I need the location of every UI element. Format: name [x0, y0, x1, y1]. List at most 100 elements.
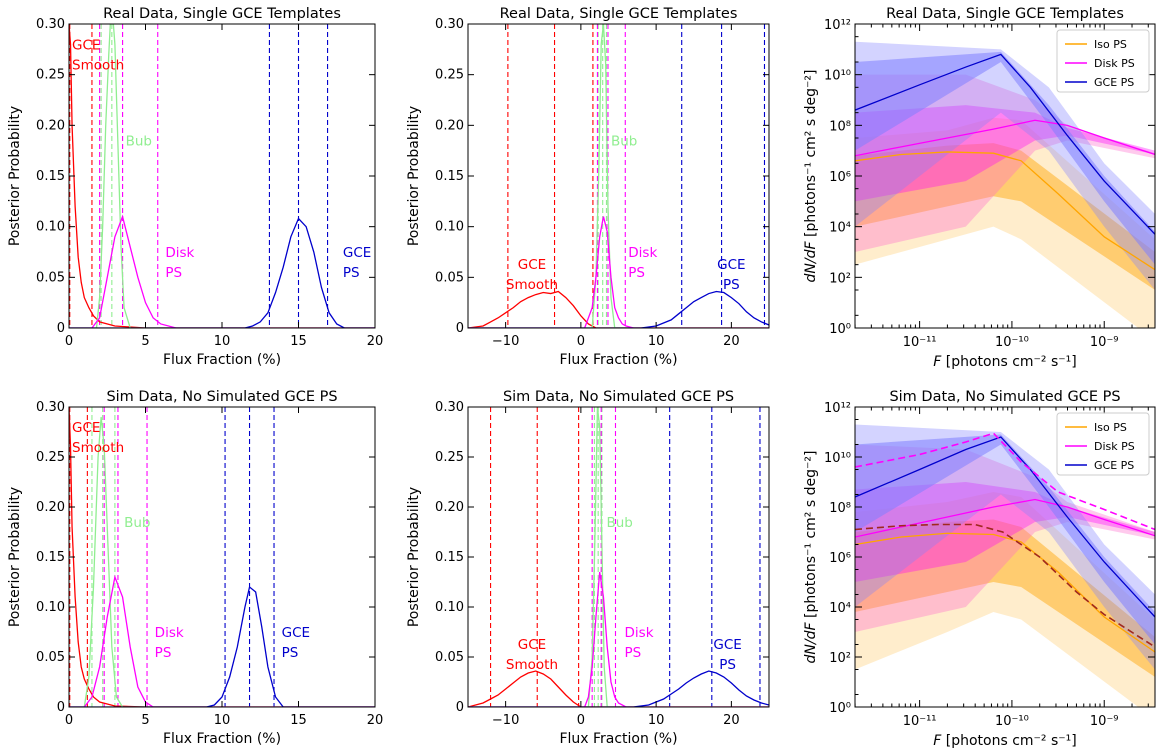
- annotation-gce-smooth: GCE Smooth: [72, 37, 124, 73]
- series-disk-ps: [468, 216, 769, 328]
- plot-area: [468, 407, 769, 707]
- series-bub: [468, 24, 769, 328]
- x-tick-label: 10⁻¹⁰: [995, 714, 1029, 729]
- x-tick-label: 0: [577, 334, 585, 349]
- y-tick-label: 10⁰: [829, 701, 851, 716]
- x-tick-label: 20: [723, 334, 740, 349]
- plot-area: [69, 24, 375, 328]
- series-bub: [69, 416, 375, 707]
- panel-p2: −10 0 10 20 0 0.05 0.10 0.15 0.20 0.25 0.30 Real Da…: [406, 6, 770, 368]
- legend: Iso PS Disk PS GCE PS: [1056, 412, 1150, 476]
- legend-box: [1056, 29, 1150, 93]
- y-tick-label: 0.20: [36, 118, 65, 133]
- legend-entry: Disk PS: [1094, 57, 1135, 70]
- annotation-gce-ps: GCE PS: [282, 625, 310, 661]
- series-iso-ps: [855, 151, 1155, 271]
- series-gce-ps: [69, 217, 375, 328]
- annotation-bub: Bub: [124, 515, 150, 531]
- y-axis-label: Posterior Probability: [7, 487, 23, 627]
- chart-title: Real Data, Single GCE Templates: [103, 6, 341, 22]
- annotation-bub: Bub: [606, 515, 632, 531]
- series-gce-ps: [855, 436, 1155, 618]
- series-gce-smooth: [69, 407, 375, 707]
- y-tick-label: 10¹⁰: [824, 69, 851, 84]
- x-tick-label: 10⁻¹⁰: [995, 335, 1029, 350]
- band-3: [855, 482, 1155, 582]
- annotation-gce-ps: GCE PS: [717, 257, 745, 293]
- x-axis-label: Flux Fraction (%): [163, 352, 281, 368]
- chart-title: Sim Data, No Simulated GCE PS: [503, 389, 734, 405]
- x-tick-label: 10: [214, 713, 231, 728]
- plot-area: [855, 41, 1155, 328]
- x-tick-label: 10⁻¹¹: [903, 335, 937, 350]
- legend-entry: GCE PS: [1094, 76, 1134, 89]
- y-tick-label: 10²: [829, 651, 851, 666]
- annotation-gce-ps: GCE PS: [343, 245, 371, 281]
- x-tick-label: 5: [141, 334, 149, 349]
- y-tick-label: 0.20: [435, 500, 464, 515]
- y-tick-label: 10⁰: [829, 322, 851, 337]
- annotation-disk-ps: Disk PS: [628, 245, 657, 281]
- y-tick-label: 10⁶: [829, 170, 851, 185]
- y-tick-label: 0.05: [36, 650, 65, 665]
- series-gce-smooth: [468, 290, 769, 328]
- y-axis-label: dN/dF [photons⁻¹ cm² s deg⁻²]: [803, 70, 819, 283]
- y-tick-label: 0.05: [435, 650, 464, 665]
- annotation-gce-smooth: GCE Smooth: [506, 257, 558, 293]
- plot-area: [468, 24, 769, 328]
- series-disk-ps: [69, 574, 375, 707]
- x-axis-label: F [photons cm⁻² s⁻¹]: [933, 733, 1077, 749]
- y-tick-label: 10⁴: [829, 601, 851, 616]
- x-tick-label: 10⁻⁹: [1090, 335, 1119, 350]
- series-gce-ps: [855, 53, 1155, 235]
- panel-p6: 10⁻¹¹ 10⁻¹⁰ 10⁻⁹ 10⁰ 10² 10⁴ 10⁶ 10⁸ 10¹⁰ 10¹² Sim…: [803, 389, 1156, 749]
- band-0: [855, 117, 1155, 328]
- y-tick-label: 10¹⁰: [824, 451, 851, 466]
- x-tick-label: 0: [65, 334, 73, 349]
- y-tick-label: 0.25: [36, 68, 65, 83]
- x-tick-label: 20: [367, 334, 384, 349]
- y-tick-label: 0.10: [435, 220, 464, 235]
- annotation-bub: Bub: [126, 134, 152, 150]
- legend-entry: Iso PS: [1094, 421, 1127, 434]
- series-gce-smooth: [468, 670, 769, 707]
- y-tick-label: 0: [57, 700, 65, 715]
- panel-p5: −10 0 10 20 0 0.05 0.10 0.15 0.20 0.25 0.30 Sim Dat…: [406, 389, 770, 747]
- series-disk-ps: [855, 498, 1155, 538]
- series-gce-ps: [468, 670, 769, 707]
- legend: Iso PS Disk PS GCE PS: [1056, 29, 1150, 93]
- y-tick-label: 0.10: [435, 600, 464, 615]
- y-tick-label: 0.15: [435, 169, 464, 184]
- annotation-bub: Bub: [611, 134, 637, 150]
- chart-title: Sim Data, No Simulated GCE PS: [889, 389, 1120, 405]
- x-tick-label: −10: [492, 713, 519, 728]
- series-disk-ps: [468, 571, 769, 707]
- y-axis-label: dN/dF [photons⁻¹ cm² s deg⁻²]: [803, 451, 819, 664]
- annotation-gce-ps: GCE PS: [713, 637, 741, 673]
- x-tick-label: 15: [290, 713, 307, 728]
- x-tick-label: 10⁻⁹: [1090, 714, 1119, 729]
- series-gce-ps: [69, 585, 375, 707]
- y-tick-label: 10⁴: [829, 221, 851, 236]
- legend-entry: Iso PS: [1094, 38, 1127, 51]
- x-tick-label: 5: [141, 713, 149, 728]
- y-tick-label: 0.20: [435, 118, 464, 133]
- y-tick-label: 0.10: [36, 600, 65, 615]
- plot-area: [69, 407, 375, 707]
- x-tick-label: 0: [65, 713, 73, 728]
- band-5: [855, 434, 1155, 645]
- panel-p1: 0 5 10 15 20 0 0.05 0.10 0.15 0.20 0.25 0.30 Real Da…: [7, 6, 383, 368]
- panel-p4: 0 5 10 15 20 0 0.05 0.10 0.15 0.20 0.25 0.30 Sim Dat…: [7, 389, 383, 747]
- band-0: [855, 492, 1155, 707]
- band-1: [855, 519, 1155, 677]
- y-tick-label: 0.15: [435, 550, 464, 565]
- y-tick-label: 0.30: [435, 400, 464, 415]
- y-tick-label: 0.05: [435, 270, 464, 285]
- annotation-gce-smooth: GCE Smooth: [506, 637, 558, 673]
- x-tick-label: 10: [214, 334, 231, 349]
- plot-area: [855, 424, 1155, 707]
- panel-p3: 10⁻¹¹ 10⁻¹⁰ 10⁻⁹ 10⁰ 10² 10⁴ 10⁶ 10⁸ 10¹⁰ 10¹² Rea…: [803, 6, 1156, 370]
- band-3: [855, 105, 1155, 202]
- y-tick-label: 0.30: [36, 17, 65, 32]
